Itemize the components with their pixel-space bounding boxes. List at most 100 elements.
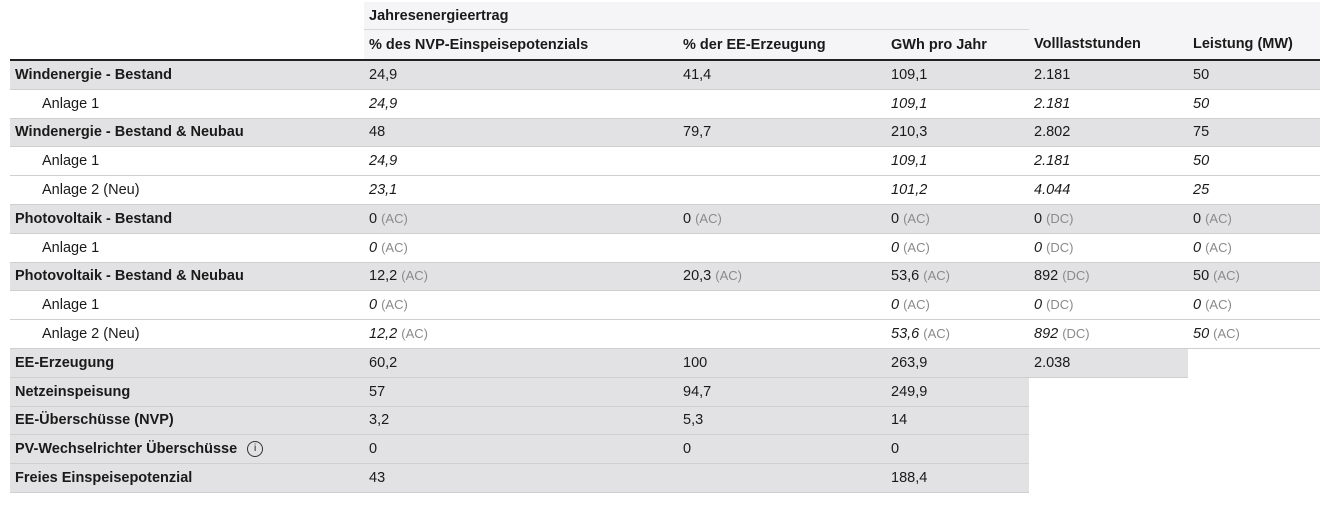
cell-ee xyxy=(678,89,886,119)
cell-ee xyxy=(678,175,886,205)
cell-ee: 79,7 xyxy=(678,118,886,148)
table-row: Anlage 1 24,9 109,1 2.181 50 xyxy=(10,89,1320,119)
cell-ee: 20,3 (AC) xyxy=(678,262,886,292)
col-header-nvp: % des NVP-Einspeisepotenzials xyxy=(364,29,678,61)
cell-vlh: 2.181 xyxy=(1029,60,1188,90)
cell-gwh: 101,2 xyxy=(886,175,1029,205)
table-row: Netzeinspeisung 57 94,7 249,9 xyxy=(10,377,1320,407)
table-row: PV-Wechselrichter Überschüsse i 0 0 0 xyxy=(10,434,1320,465)
cell-mw: 75 xyxy=(1188,118,1320,148)
unit-tag: (AC) xyxy=(381,239,408,255)
cell-nvp: 12,2 (AC) xyxy=(364,262,678,292)
col-header-ee: % der EE-Erzeugung xyxy=(678,29,886,61)
cell-nvp: 24,9 xyxy=(364,60,678,90)
cell-vlh: 4.044 xyxy=(1029,175,1188,205)
row-label: Photovoltaik - Bestand & Neubau xyxy=(10,262,364,292)
cell-gwh: 109,1 xyxy=(886,60,1029,90)
cell-gwh: 109,1 xyxy=(886,146,1029,177)
cell-nvp: 24,9 xyxy=(364,146,678,177)
cell-mw: 50 xyxy=(1188,89,1320,119)
col-header-gwh: GWh pro Jahr xyxy=(886,29,1029,61)
table-row: Photovoltaik - Bestand 0 (AC) 0 (AC) 0 (AC)… xyxy=(10,204,1320,234)
row-label: Anlage 1 xyxy=(10,290,364,321)
cell-vlh: 2.181 xyxy=(1029,89,1188,119)
cell-nvp: 12,2 (AC) xyxy=(364,319,678,349)
cell-ee: 100 xyxy=(678,348,886,378)
table-row: Windenergie - Bestand & Neubau 48 79,7 2… xyxy=(10,118,1320,148)
row-label: PV-Wechselrichter Überschüsse i xyxy=(10,434,364,465)
cell-nvp: 24,9 xyxy=(364,89,678,119)
row-label: Anlage 2 (Neu) xyxy=(10,319,364,349)
cell-vlh: 892 (DC) xyxy=(1029,262,1188,292)
cell-nvp: 3,2 xyxy=(364,406,678,436)
cell-gwh: 0 (AC) xyxy=(886,204,1029,234)
table-row: EE-Überschüsse (NVP) 3,2 5,3 14 xyxy=(10,406,1320,436)
unit-tag: (AC) xyxy=(381,210,408,226)
unit-tag: (DC) xyxy=(1062,326,1090,342)
row-label: Netzeinspeisung xyxy=(10,377,364,407)
cell-mw: 0 (AC) xyxy=(1188,204,1320,234)
unit-tag: (AC) xyxy=(1205,297,1232,313)
cell-ee: 41,4 xyxy=(678,60,886,90)
cell-mw: 50 (AC) xyxy=(1188,262,1320,292)
info-icon[interactable]: i xyxy=(247,441,264,458)
cell-mw: 50 xyxy=(1188,146,1320,177)
col-header-volllaststunden: Volllaststunden xyxy=(1029,29,1188,61)
cell-mw: 50 xyxy=(1188,60,1320,90)
row-label: Anlage 1 xyxy=(10,146,364,177)
cell-nvp: 0 xyxy=(364,434,678,465)
row-label: Anlage 1 xyxy=(10,89,364,119)
cell-vlh: 2.802 xyxy=(1029,118,1188,148)
cell-gwh: 109,1 xyxy=(886,89,1029,119)
cell-vlh: 2.181 xyxy=(1029,146,1188,177)
row-label: EE-Erzeugung xyxy=(10,348,364,378)
cell-mw: 50 (AC) xyxy=(1188,319,1320,349)
unit-tag: (AC) xyxy=(903,239,930,255)
cell-gwh: 188,4 xyxy=(886,463,1029,493)
cell-ee: 0 (AC) xyxy=(678,204,886,234)
cell-ee: 5,3 xyxy=(678,406,886,436)
table-row: Windenergie - Bestand 24,9 41,4 109,1 2.… xyxy=(10,60,1320,90)
cell-nvp: 43 xyxy=(364,463,678,493)
table-row: Anlage 1 0 (AC) 0 (AC) 0 (DC) 0 (AC) xyxy=(10,290,1320,321)
cell-ee: 94,7 xyxy=(678,377,886,407)
unit-tag: (AC) xyxy=(401,326,428,342)
row-label: Freies Einspeisepotenzial xyxy=(10,463,364,493)
table-row: Anlage 2 (Neu) 23,1 101,2 4.044 25 xyxy=(10,175,1320,205)
unit-tag: (DC) xyxy=(1046,210,1074,226)
cell-gwh: 0 xyxy=(886,434,1029,465)
cell-ee xyxy=(678,319,886,349)
unit-tag: (AC) xyxy=(1213,326,1240,342)
cell-vlh: 0 (DC) xyxy=(1029,290,1188,321)
cell-vlh: 0 (DC) xyxy=(1029,233,1188,263)
row-label: Photovoltaik - Bestand xyxy=(10,204,364,234)
cell-nvp: 60,2 xyxy=(364,348,678,378)
cell-mw: 0 (AC) xyxy=(1188,233,1320,263)
table-row: EE-Erzeugung 60,2 100 263,9 2.038 xyxy=(10,348,1320,378)
unit-tag: (AC) xyxy=(1213,268,1240,284)
cell-nvp: 0 (AC) xyxy=(364,233,678,263)
cell-gwh: 0 (AC) xyxy=(886,290,1029,321)
unit-tag: (AC) xyxy=(923,268,950,284)
unit-tag: (AC) xyxy=(401,268,428,284)
cell-ee xyxy=(678,290,886,321)
row-label: EE-Überschüsse (NVP) xyxy=(10,406,364,436)
cell-nvp: 48 xyxy=(364,118,678,148)
unit-tag: (AC) xyxy=(903,210,930,226)
unit-tag: (AC) xyxy=(923,326,950,342)
table-row: Anlage 2 (Neu) 12,2 (AC) 53,6 (AC) 892 (DC)… xyxy=(10,319,1320,349)
cell-vlh: 0 (DC) xyxy=(1029,204,1188,234)
cell-gwh: 14 xyxy=(886,406,1029,436)
table-row: Photovoltaik - Bestand & Neubau 12,2 (AC)… xyxy=(10,262,1320,292)
cell-nvp: 0 (AC) xyxy=(364,204,678,234)
table-row: Freies Einspeisepotenzial 43 188,4 xyxy=(10,463,1320,493)
unit-tag: (DC) xyxy=(1062,268,1090,284)
cell-gwh: 0 (AC) xyxy=(886,233,1029,263)
cell-ee xyxy=(678,233,886,263)
cell-mw: 0 (AC) xyxy=(1188,290,1320,321)
unit-tag: (DC) xyxy=(1046,239,1074,255)
unit-tag: (AC) xyxy=(715,268,742,284)
corner-header xyxy=(10,2,364,30)
cell-gwh: 263,9 xyxy=(886,348,1029,378)
cell-gwh: 210,3 xyxy=(886,118,1029,148)
